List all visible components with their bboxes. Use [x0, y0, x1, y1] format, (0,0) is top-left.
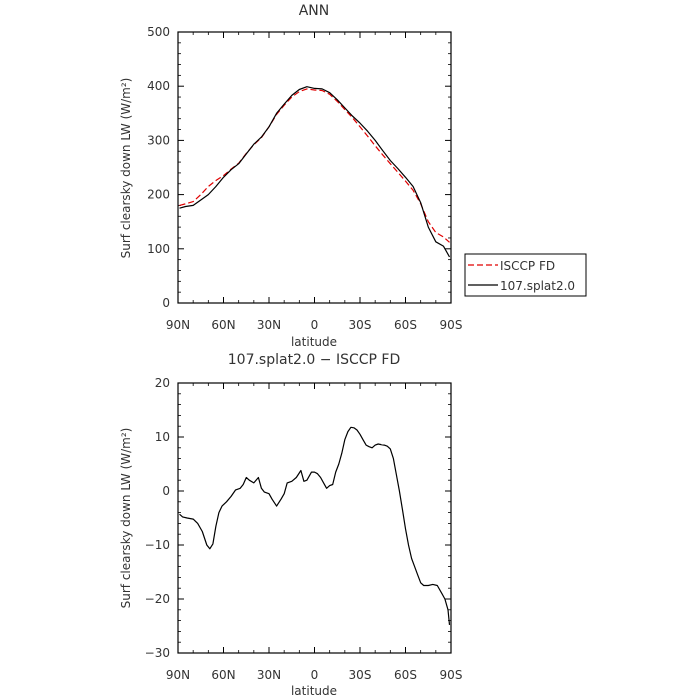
bottom-series-line-0 [179, 426, 451, 625]
bottom-ytick-label: −20 [145, 592, 170, 606]
top-ytick-label: 200 [147, 188, 170, 202]
top-xtick-label: 90S [440, 318, 463, 332]
top-legend: ISCCP FD 107.splat2.0 [464, 253, 587, 297]
bottom-xtick-label: 60N [211, 668, 235, 682]
bottom-ytick-label: 10 [155, 430, 170, 444]
bottom-ytick-label: −10 [145, 538, 170, 552]
top-ytick-label: 0 [162, 296, 170, 310]
legend-box [464, 253, 587, 297]
top-ytick-label: 300 [147, 133, 170, 147]
bottom-ytick-label: 0 [162, 484, 170, 498]
top-x-ticks: 90N 60N 30N 0 30S 60S 90S [166, 32, 463, 332]
bottom-xtick-label: 0 [311, 668, 319, 682]
top-series-line-1 [179, 86, 451, 258]
bottom-plot-frame [177, 382, 452, 654]
bottom-xtick-label: 90N [166, 668, 190, 682]
legend-label-splat: 107.splat2.0 [500, 279, 575, 293]
bottom-ytick-label: 20 [155, 376, 170, 390]
bottom-xtick-label: 60S [394, 668, 417, 682]
bottom-series [179, 426, 451, 625]
top-chart-title: ANN [299, 3, 330, 19]
top-x-axis-label: latitude [291, 335, 337, 349]
top-y-axis-label: Surf clearsky down LW (W/m²) [119, 78, 133, 259]
top-series-line-0 [179, 88, 450, 243]
top-xtick-label: 90N [166, 318, 190, 332]
bottom-xtick-label: 30S [349, 668, 372, 682]
top-chart: ANN 0 100 200 300 400 500 90N 60N 30N 0 30S 60S 90S… [119, 3, 587, 349]
bottom-ytick-label: −30 [145, 646, 170, 660]
bottom-chart-title: 107.splat2.0 − ISCCP FD [228, 352, 401, 368]
bottom-xtick-label: 90S [440, 668, 463, 682]
top-ytick-label: 500 [147, 25, 170, 39]
bottom-x-axis-label: latitude [291, 684, 337, 698]
bottom-x-ticks: 90N 60N 30N 0 30S 60S 90S [166, 383, 463, 682]
top-xtick-label: 60N [211, 318, 235, 332]
bottom-xtick-label: 30N [257, 668, 281, 682]
legend-label-isccp: ISCCP FD [500, 259, 555, 273]
top-ytick-label: 400 [147, 79, 170, 93]
top-ytick-label: 100 [147, 242, 170, 256]
top-xtick-label: 60S [394, 318, 417, 332]
bottom-y-axis-label: Surf clearsky down LW (W/m²) [119, 428, 133, 609]
top-xtick-label: 0 [311, 318, 319, 332]
top-series [179, 86, 451, 258]
top-xtick-label: 30N [257, 318, 281, 332]
top-xtick-label: 30S [349, 318, 372, 332]
top-plot-frame [177, 31, 452, 304]
bottom-chart: 107.splat2.0 − ISCCP FD −30 −20 −10 0 10 20 9… [119, 352, 462, 698]
